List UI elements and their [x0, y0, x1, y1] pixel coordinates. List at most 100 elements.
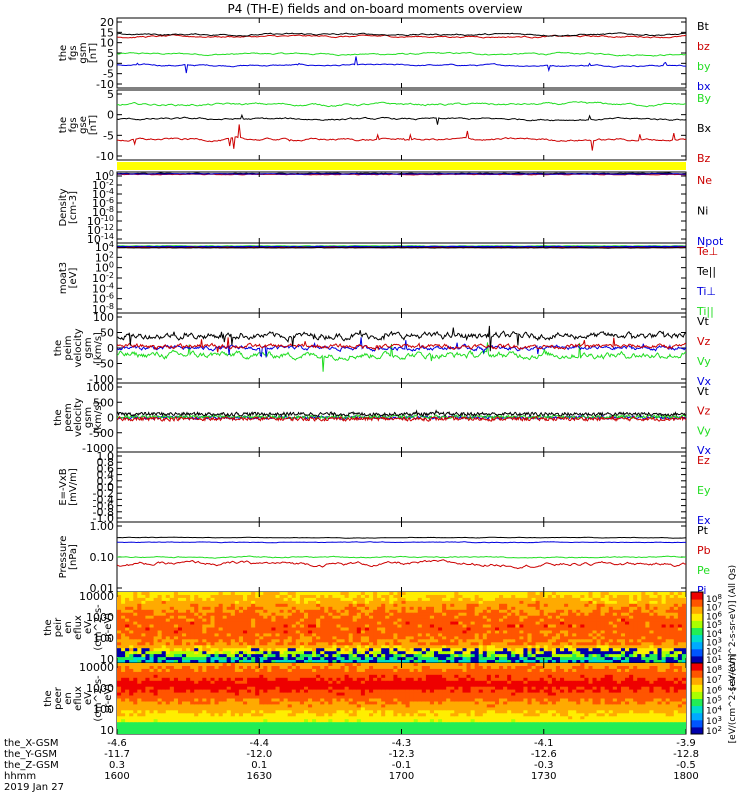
spectrogram-cell [600, 627, 606, 632]
spectrogram-cell [434, 660, 439, 663]
series-Pi [117, 541, 686, 544]
spectrogram-cell [202, 704, 207, 708]
spectrogram-cell [320, 719, 325, 723]
spectrogram-cell [243, 621, 248, 626]
spectrogram-cell [503, 600, 508, 605]
y-tick-label: 10 [100, 653, 114, 666]
spectrogram-cell [389, 651, 394, 655]
spectrogram-cell [186, 603, 191, 608]
spectrogram-cell [417, 651, 423, 655]
spectrogram-cell [576, 624, 581, 629]
spectrogram-cell [238, 633, 244, 637]
spectrogram-cell [169, 642, 175, 646]
spectrogram-cell [421, 592, 427, 596]
spectrogram-cell [279, 722, 285, 726]
spectrogram-cell [190, 648, 195, 652]
spectrogram-cell [413, 606, 419, 611]
spectrogram-cell [287, 630, 293, 635]
spectrogram-cell [271, 615, 277, 620]
spectrogram-cell [364, 648, 370, 652]
spectrogram-cell [117, 698, 122, 703]
spectrogram-cell [592, 630, 598, 635]
spectrogram-cell [340, 615, 346, 620]
spectrogram-cell [470, 627, 476, 632]
spectrogram-cell [210, 677, 216, 682]
spectrogram-cell [344, 600, 350, 605]
spectrogram-cell [458, 645, 464, 649]
spectrogram-cell [555, 654, 561, 658]
spectrogram-cell [312, 618, 317, 623]
spectrogram-cell [401, 612, 407, 617]
spectrogram-cell [157, 731, 163, 734]
spectrogram-cell [153, 615, 159, 620]
spectrogram-cell [206, 597, 212, 602]
spectrogram-cell [637, 595, 642, 599]
spectrogram-cell [608, 624, 614, 629]
spectrogram-cell [336, 595, 342, 599]
y-tick-label: 0.0 [97, 481, 115, 494]
spectrogram-cell [316, 645, 321, 649]
spectrogram-cell [218, 677, 224, 682]
panel-content [117, 32, 686, 74]
spectrogram-cell [263, 663, 268, 667]
spectrogram-cell [584, 642, 590, 646]
spectrogram-cell [360, 595, 366, 599]
spectrogram-cell [389, 606, 394, 611]
spectrogram-cell [259, 701, 264, 706]
spectrogram-cell [612, 660, 618, 663]
spectrogram-cell [389, 630, 394, 635]
spectrogram-cell [238, 671, 244, 676]
spectrogram-cell [466, 633, 472, 637]
spectrogram-cell [194, 668, 199, 673]
spectrogram-cell [421, 621, 427, 626]
spectrogram-cell [637, 636, 642, 640]
spectrogram-cell [531, 618, 537, 623]
spectrogram-cell [137, 698, 142, 703]
spectrogram-cell [259, 722, 264, 726]
spectrogram-cell [661, 609, 667, 614]
spectrogram-cell [243, 725, 248, 729]
spectrogram-cell [222, 666, 228, 670]
spectrogram-cell [161, 595, 167, 599]
spectrogram-cell [584, 609, 590, 614]
spectrogram-cell [255, 636, 260, 640]
spectrogram-cell [568, 600, 573, 605]
spectrogram-cell [405, 639, 411, 643]
spectrogram-cell [401, 648, 407, 652]
spectrogram-cell [641, 642, 646, 646]
spectrogram-cell [137, 728, 142, 732]
spectrogram-cell [344, 624, 350, 629]
spectrogram-cell [316, 668, 321, 673]
spectrogram-cell [320, 592, 325, 596]
spectrogram-cell [454, 654, 459, 658]
spectrogram-cell [360, 630, 366, 635]
spectrogram-cell [226, 639, 232, 643]
spectrogram-cell [141, 642, 147, 646]
y-tick-label: 0 [107, 342, 114, 355]
spectrogram-cell [669, 636, 675, 640]
spectrogram-cell [466, 627, 472, 632]
spectrogram-cell [645, 654, 651, 658]
spectrogram-cell [137, 618, 142, 623]
spectrogram-cell [588, 609, 594, 614]
spectrogram-cell [308, 597, 313, 602]
spectrogram-cell [673, 645, 679, 649]
spectrogram-cell [234, 609, 240, 614]
spectrogram-cell [125, 592, 130, 596]
spectrogram-cell [291, 633, 297, 637]
spectrogram-cell [669, 642, 675, 646]
spectrogram-cell [161, 618, 167, 623]
spectrogram-cell [316, 716, 321, 720]
spectrogram-cell [190, 725, 195, 729]
spectrogram-cell [462, 595, 468, 599]
spectrogram-cell [202, 606, 207, 611]
spectrogram-cell [283, 630, 289, 635]
spectrogram-cell [324, 615, 329, 620]
spectrogram-cell [523, 642, 529, 646]
y-tick-label: 10000 [79, 590, 114, 603]
spectrogram-cell [490, 595, 496, 599]
spectrogram-cell [429, 648, 435, 652]
y-tick-label: 10-8 [92, 302, 114, 316]
spectrogram-cell [621, 642, 626, 646]
spectrogram-cell [653, 618, 659, 623]
